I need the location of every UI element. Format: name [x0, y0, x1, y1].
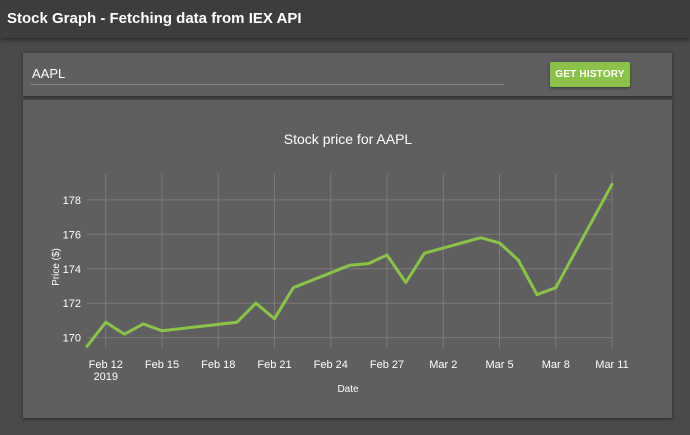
x-tick-label: Feb 24: [314, 359, 348, 371]
price-point: [517, 258, 520, 262]
price-point: [385, 253, 389, 257]
app-bar: Stock Graph - Fetching data from IEX API: [0, 0, 690, 38]
price-point: [104, 320, 107, 324]
x-tick-label: Feb 18: [201, 359, 235, 371]
y-tick-label: 178: [63, 195, 81, 207]
price-point: [554, 286, 557, 289]
y-tick-label: 172: [63, 298, 81, 310]
price-point: [142, 322, 145, 326]
x-axis-label: Date: [337, 384, 359, 395]
x-tick-label: Feb 27: [370, 359, 404, 371]
y-axis-label: Price ($): [51, 248, 62, 286]
get-history-button[interactable]: GET HISTORY: [550, 62, 630, 87]
x-tick-label: Feb 12: [89, 359, 123, 371]
grid-layer: [87, 174, 613, 348]
ticker-input[interactable]: [31, 62, 504, 85]
price-point: [123, 333, 126, 336]
price-point: [423, 252, 426, 255]
x-tick-sublabel: 2019: [94, 371, 118, 383]
price-point: [498, 241, 501, 245]
price-point: [404, 281, 407, 284]
x-tick-label: Mar 2: [429, 359, 457, 371]
search-card: GET HISTORY: [23, 53, 672, 96]
x-tick-label: Mar 8: [542, 359, 570, 371]
stock-price-chart: Stock price for AAPL 170 172 174 176 178 Feb…: [51, 131, 629, 395]
y-tick-label: 174: [63, 264, 81, 276]
price-point: [348, 264, 351, 267]
price-point: [367, 262, 370, 265]
y-tick-label: 176: [63, 229, 81, 241]
app-title: Stock Graph - Fetching data from IEX API: [7, 10, 302, 27]
x-tick-label: Feb 15: [145, 359, 179, 371]
y-tick-label: 170: [63, 333, 81, 345]
x-tick-label: Mar 11: [595, 359, 628, 371]
y-axis-ticks: 170 172 174 176 178: [63, 195, 81, 345]
chart-title: Stock price for AAPL: [284, 131, 413, 147]
price-point: [292, 286, 295, 289]
price-point: [535, 293, 539, 296]
price-line: [85, 182, 614, 348]
price-point: [610, 183, 614, 186]
price-point: [85, 345, 89, 348]
price-point: [235, 320, 239, 324]
price-point: [160, 329, 164, 332]
chart-card: Stock price for AAPL 170 172 174 176 178 Feb…: [23, 100, 672, 418]
price-point: [254, 302, 257, 305]
price-point: [479, 236, 482, 239]
x-tick-label: Feb 21: [257, 359, 291, 371]
series-layer: [85, 182, 614, 348]
price-point: [273, 317, 276, 320]
x-tick-label: Mar 5: [485, 359, 513, 371]
